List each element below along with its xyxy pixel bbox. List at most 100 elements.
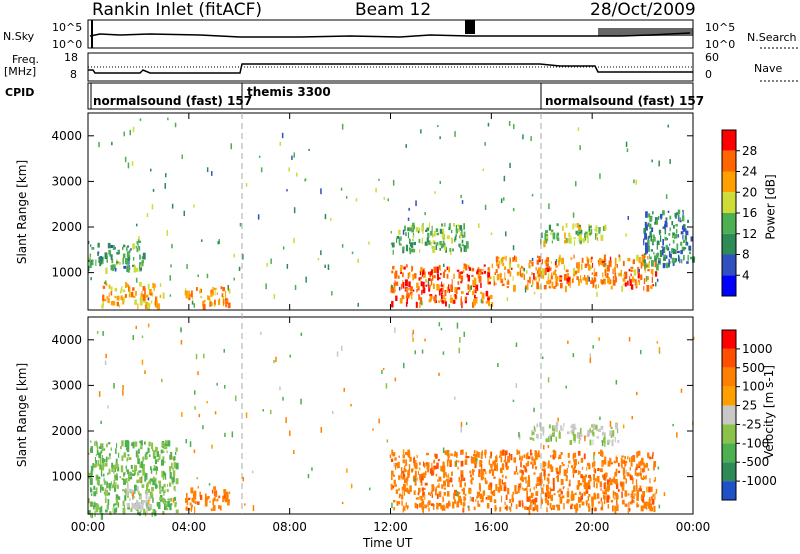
scatter-cell [196,501,200,505]
scatter-cell [649,456,652,460]
scatter-cell [534,466,538,470]
scatter-cell [402,470,405,474]
scatter-cell [512,245,515,251]
scatter-cell [489,276,492,280]
scatter-cell [460,275,464,282]
scatter-cell [507,269,510,274]
scatter-cell [460,296,462,299]
scatter-cell [407,232,409,239]
scatter-cell [467,274,470,282]
scatter-cell [442,240,445,248]
scatter-cell [143,508,146,515]
scatter-cell [541,268,545,276]
scatter-cell [588,474,591,478]
scatter-cell [115,458,118,464]
scatter-cell [103,480,107,485]
scatter-cell [419,478,421,483]
scatter-cell [482,268,484,272]
scatter-cell [547,494,550,499]
scatter-cell [504,450,508,456]
scatter-cell [124,495,127,501]
scatter-cell [174,489,177,492]
scatter-cell [587,236,589,244]
scatter-cell [186,264,188,269]
scatter-cell [502,449,505,456]
scatter-cell [426,452,429,456]
scatter-cell [452,484,454,487]
scatter-cell [132,335,134,340]
scatter-cell [633,269,637,276]
scatter-cell [566,467,568,474]
scatter-cell [665,255,668,259]
scatter-cell [198,413,201,418]
scatter-cell [188,497,191,501]
scatter-cell [126,457,129,462]
scatter-cell [535,483,538,489]
scatter-cell [675,223,678,227]
scatter-cell [424,494,426,500]
scatter-cell [457,227,459,231]
scatter-cell [92,470,94,475]
scatter-cell [579,482,583,486]
scatter-cell [485,290,489,297]
scatter-cell [107,457,110,460]
scatter-cell [300,398,302,405]
scatter-cell [330,218,332,221]
scatter-cell [406,298,408,304]
scatter-cell [172,498,175,503]
scatter-cell [490,488,492,495]
scatter-cell [690,236,693,242]
scatter-cell [636,463,639,470]
scatter-cell [473,456,475,462]
scatter-cell [647,502,650,509]
scatter-cell [457,224,460,227]
scatter-cell [625,478,627,484]
scatter-cell [137,511,140,515]
scatter-cell [501,278,504,281]
scatter-cell [531,194,534,197]
scatter-cell [146,490,149,495]
scatter-cell [513,284,516,292]
scatter-cell [534,499,536,506]
scatter-cell [89,479,92,485]
scatter-cell [681,259,683,264]
scatter-cell [469,474,472,478]
scatter-cell [686,241,689,246]
scatter-cell [423,287,425,292]
scatter-cell [159,283,162,287]
scatter-cell [139,118,142,121]
scatter-cell [467,505,469,509]
scatter-cell [674,233,678,239]
scatter-cell [117,496,121,500]
scatter-cell [641,495,645,503]
scatter-cell [419,495,421,500]
scatter-cell [462,270,465,273]
scatter-cell [493,276,495,282]
scatter-cell [223,493,226,499]
scatter-cell [616,498,618,505]
scatter-cell [503,486,507,492]
scatter-cell [139,298,143,301]
scatter-cell [643,255,646,259]
scatter-cell [594,507,597,512]
scatter-cell [114,296,117,299]
scatter-cell [630,266,634,269]
scatter-cell [680,388,683,393]
scatter-cell [547,436,550,442]
scatter-cell [433,275,436,279]
scatter-cell [217,498,219,502]
scatter-cell [579,145,581,151]
scatter-cell [565,223,568,228]
colorbar-tick-label: 12 [742,227,757,241]
scatter-cell [414,273,417,279]
scatter-cell [411,293,413,300]
scatter-cell [656,240,660,246]
scatter-cell [628,337,631,342]
scatter-cell [609,279,611,284]
scatter-cell [101,260,104,264]
scatter-cell [443,504,445,507]
scatter-cell [493,476,496,479]
scatter-cell [593,452,596,456]
scatter-cell [132,264,135,268]
scatter-cell [683,224,686,229]
